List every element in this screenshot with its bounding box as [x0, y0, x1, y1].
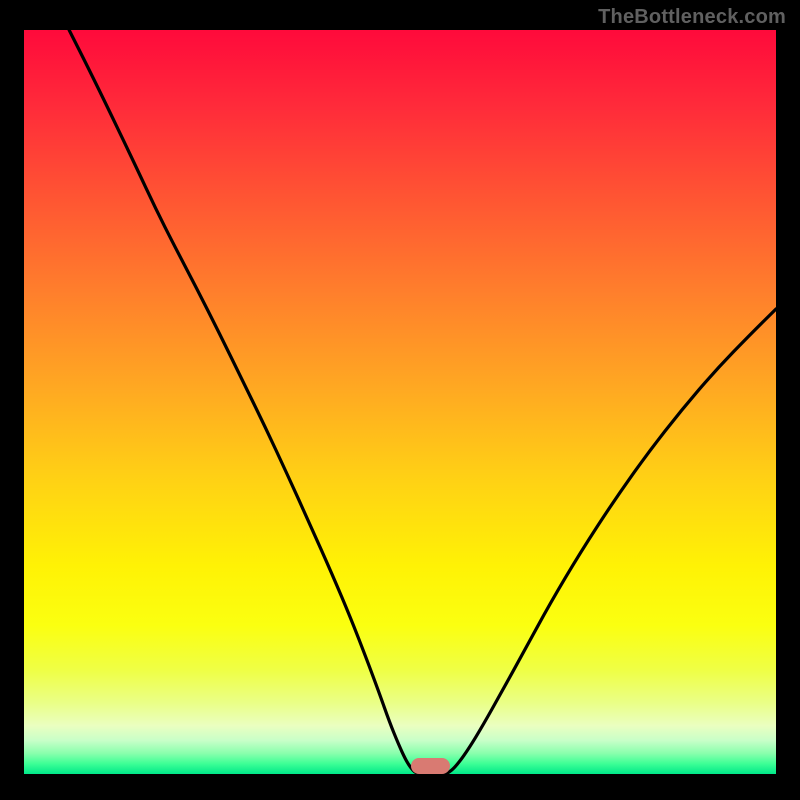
optimum-marker: [411, 758, 450, 774]
plot-area: [24, 30, 776, 774]
watermark-text: TheBottleneck.com: [598, 6, 786, 29]
bottleneck-curve: [24, 30, 776, 774]
chart-canvas: TheBottleneck.com: [0, 0, 800, 800]
